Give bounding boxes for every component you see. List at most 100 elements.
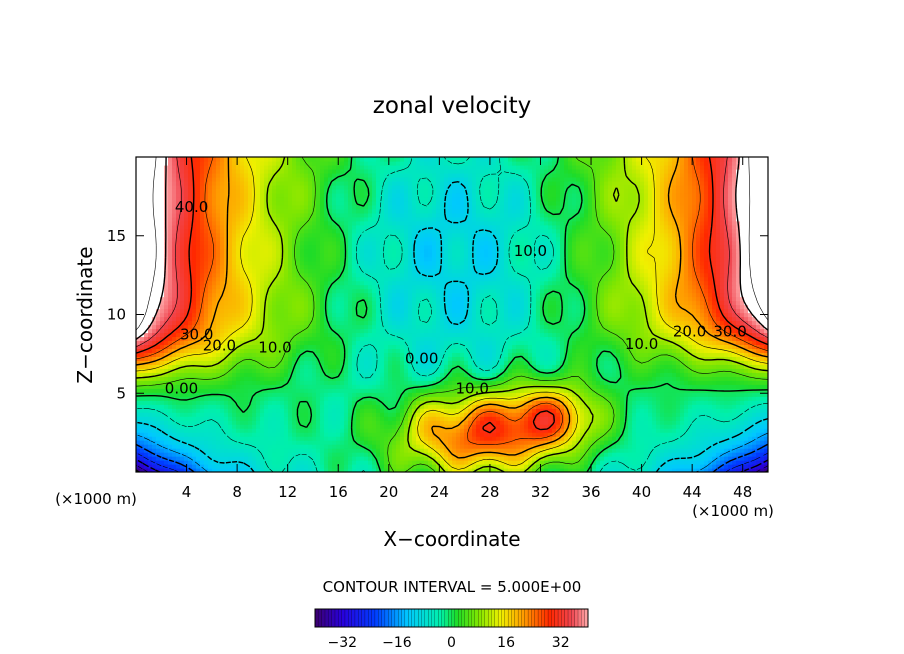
field-cell: [344, 388, 349, 393]
field-cell: [248, 392, 253, 397]
field-cell: [696, 404, 701, 409]
field-cell: [464, 388, 469, 393]
field-cell: [256, 388, 261, 393]
field-cell: [288, 404, 293, 409]
field-cell: [288, 396, 293, 401]
field-cell: [260, 368, 265, 373]
field-cell: [416, 352, 421, 357]
field-cell: [656, 396, 661, 401]
field-cell: [732, 380, 737, 385]
field-cell: [728, 376, 733, 381]
field-cell: [752, 456, 757, 461]
field-cell: [356, 468, 361, 472]
field-cell: [644, 468, 649, 472]
field-cell: [312, 440, 317, 445]
field-cell: [692, 364, 697, 369]
field-cell: [444, 404, 449, 409]
field-cell: [680, 424, 685, 429]
field-cell: [620, 444, 625, 449]
field-cell: [196, 448, 201, 453]
field-cell: [648, 436, 653, 441]
field-cell: [288, 428, 293, 433]
field-cell: [540, 440, 545, 445]
field-cell: [256, 420, 261, 425]
field-cell: [528, 364, 533, 369]
field-cell: [408, 436, 413, 441]
field-cell: [524, 404, 529, 409]
field-cell: [408, 416, 413, 421]
field-cell: [648, 432, 653, 437]
field-cell: [436, 352, 441, 357]
field-cell: [576, 468, 581, 472]
field-cell: [732, 440, 737, 445]
field-cell: [160, 368, 165, 373]
field-cell: [224, 464, 229, 469]
field-cell: [724, 400, 729, 405]
field-cell: [328, 444, 333, 449]
field-cell: [696, 376, 701, 381]
field-cell: [500, 448, 505, 453]
field-cell: [752, 448, 757, 453]
field-cell: [748, 408, 753, 413]
field-cell: [680, 428, 685, 433]
field-cell: [760, 464, 765, 469]
field-cell: [620, 372, 625, 377]
field-cell: [208, 404, 213, 409]
field-cell: [276, 456, 281, 461]
field-cell: [220, 464, 225, 469]
field-cell: [320, 440, 325, 445]
field-cell: [188, 448, 193, 453]
field-cell: [416, 448, 421, 453]
field-cell: [212, 420, 217, 425]
field-cell: [628, 404, 633, 409]
field-cell: [380, 460, 385, 465]
field-cell: [600, 380, 605, 385]
field-cell: [608, 436, 613, 441]
field-cell: [236, 384, 241, 389]
field-cell: [688, 368, 693, 373]
field-cell: [556, 404, 561, 409]
field-cell: [360, 376, 365, 381]
field-cell: [516, 384, 521, 389]
field-cell: [588, 368, 593, 373]
field-cell: [148, 424, 153, 429]
field-cell: [160, 468, 165, 472]
field-cell: [644, 384, 649, 389]
field-cell: [472, 464, 477, 469]
field-cell: [400, 440, 405, 445]
field-cell: [464, 440, 469, 445]
field-cell: [492, 388, 497, 393]
field-cell: [396, 432, 401, 437]
field-cell: [388, 408, 393, 413]
field-cell: [644, 412, 649, 417]
field-cell: [300, 368, 305, 373]
field-cell: [172, 428, 177, 433]
field-cell: [380, 464, 385, 469]
field-cell: [356, 364, 361, 369]
field-cell: [144, 388, 149, 393]
field-cell: [304, 432, 309, 437]
field-cell: [236, 392, 241, 397]
field-cell: [436, 392, 441, 397]
field-cell: [668, 396, 673, 401]
field-cell: [348, 344, 353, 349]
field-cell: [160, 460, 165, 465]
field-cell: [568, 416, 573, 421]
field-cell: [672, 400, 677, 405]
field-cell: [160, 436, 165, 441]
field-cell: [272, 416, 277, 421]
field-cell: [480, 392, 485, 397]
field-cell: [152, 400, 157, 405]
field-cell: [328, 420, 333, 425]
field-cell: [232, 456, 237, 461]
field-cell: [420, 460, 425, 465]
field-cell: [724, 456, 729, 461]
field-cell: [220, 436, 225, 441]
field-cell: [652, 420, 657, 425]
field-cell: [440, 392, 445, 397]
field-cell: [740, 448, 745, 453]
field-cell: [200, 432, 205, 437]
field-cell: [408, 440, 413, 445]
field-cell: [676, 360, 681, 365]
field-cell: [724, 420, 729, 425]
